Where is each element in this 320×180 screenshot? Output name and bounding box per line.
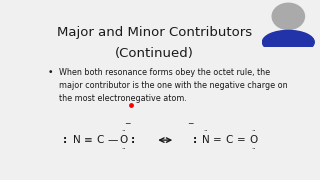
Text: C: C [226,135,233,145]
Text: =: = [213,135,222,145]
Text: ··: ·· [251,146,255,152]
Text: =: = [237,135,246,145]
Text: ≡: ≡ [84,135,93,145]
Text: ··: ·· [251,128,255,134]
Text: N: N [73,135,81,145]
Text: (Continued): (Continued) [115,47,194,60]
Text: ··: ·· [121,146,125,152]
Text: :: : [63,135,67,145]
Text: :: : [131,135,135,145]
Text: Major and Minor Contributors: Major and Minor Contributors [57,26,252,39]
Text: N: N [202,135,210,145]
Text: :: : [193,135,197,145]
Circle shape [272,3,304,30]
Text: O: O [119,135,127,145]
Text: When both resonance forms obey the octet rule, the
major contributor is the one : When both resonance forms obey the octet… [59,68,287,103]
Text: ··: ·· [204,128,208,134]
Text: ··: ·· [121,128,125,134]
Text: −: − [124,119,130,128]
Ellipse shape [262,30,314,54]
Text: O: O [249,135,257,145]
Text: −: − [187,119,193,128]
Text: C: C [97,135,104,145]
Text: —: — [107,135,118,145]
Text: •: • [47,68,53,77]
